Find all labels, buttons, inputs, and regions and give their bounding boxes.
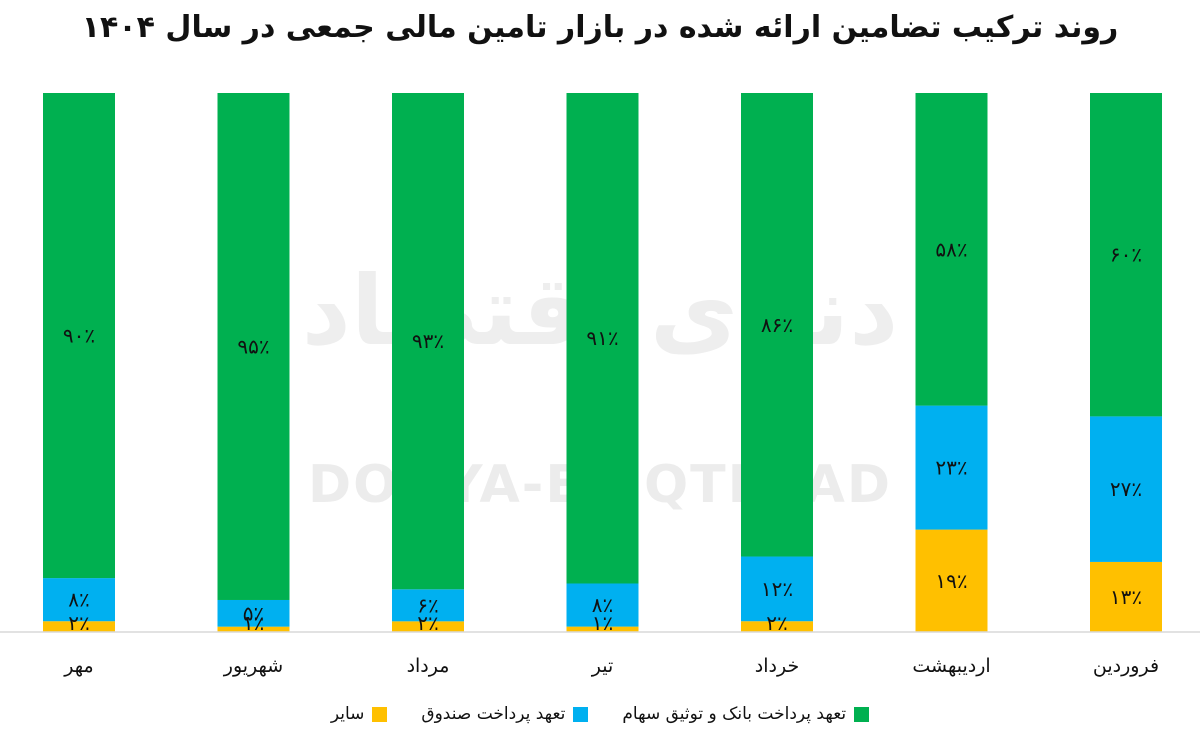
data-label-bank: ۹۱٪	[586, 326, 618, 350]
bar-segment-fund	[566, 583, 639, 627]
bar-segment-bank	[392, 93, 464, 590]
data-label-other: ۱۳٪	[1110, 585, 1142, 609]
category-label: خرداد	[755, 655, 799, 677]
bar-segment-other	[741, 621, 813, 632]
data-label-fund: ۸٪	[68, 588, 89, 612]
legend-label-bank: تعهد پرداخت بانک و توثیق سهام	[622, 704, 847, 724]
data-label-other: ۱٪	[243, 611, 264, 635]
category-label: اردیبهشت	[912, 655, 990, 677]
data-label-fund: ۵٪	[243, 601, 264, 625]
data-label-fund: ۶٪	[417, 593, 438, 617]
category-label: مرداد	[407, 655, 450, 677]
legend-label-other: سایر	[330, 704, 365, 724]
bar-segment-fund	[392, 589, 464, 622]
bar-segment-fund	[741, 556, 813, 622]
bar-segment-other	[43, 621, 115, 632]
bar-segment-other	[392, 621, 464, 632]
data-label-other: ۲٪	[68, 611, 89, 635]
data-label-bank: ۹۰٪	[63, 324, 95, 348]
legend-item-fund: تعهد پرداخت صندوق	[421, 704, 589, 724]
data-label-other: ۲٪	[766, 611, 787, 635]
data-label-bank: ۸۶٪	[761, 313, 793, 337]
bar-segment-bank	[217, 93, 290, 600]
data-label-bank: ۹۳٪	[412, 329, 444, 353]
bar-segment-other	[915, 529, 988, 632]
data-label-bank: ۶۰٪	[1110, 243, 1142, 267]
bar-segment-other	[217, 626, 290, 632]
data-label-fund: ۲۳٪	[935, 456, 967, 480]
bar-segment-fund	[217, 599, 290, 627]
category-label: تیر	[591, 655, 614, 677]
legend-item-bank: تعهد پرداخت بانک و توثیق سهام	[622, 704, 870, 724]
bar-segment-fund	[915, 405, 988, 530]
data-label-fund: ۱۲٪	[761, 577, 793, 601]
data-label-bank: ۹۵٪	[237, 334, 269, 358]
data-label-other: ۲٪	[417, 611, 438, 635]
data-label-other: ۱۹٪	[935, 569, 967, 593]
stacked-bar-chart: ۱۳٪ ۲۷٪ ۶۰٪ فروردین ۱۹٪ ۲۳٪ ۵۸٪ اردیبهشت ۲٪ ۱۲٪ ۸۶…	[0, 93, 1200, 677]
legend-swatch-fund	[573, 706, 589, 722]
bar-segment-bank	[1090, 93, 1162, 417]
bar-segment-fund	[43, 578, 115, 622]
bar-segment-fund	[1090, 416, 1162, 562]
bar-segment-other	[1090, 561, 1162, 632]
bar-segment-bank	[741, 93, 813, 557]
legend-swatch-other	[372, 706, 388, 722]
legend-item-other: سایر	[331, 704, 388, 724]
bar-segment-bank	[566, 93, 639, 584]
bar-segment-other	[566, 626, 639, 632]
data-label-other: ۱٪	[592, 611, 613, 635]
bar-segment-bank	[915, 93, 988, 406]
data-label-fund: ۸٪	[592, 593, 613, 617]
legend: تعهد پرداخت بانک و توثیق سهام تعهد پرداخ…	[0, 704, 1200, 724]
legend-swatch-bank	[854, 706, 870, 722]
data-label-fund: ۲۷٪	[1110, 477, 1142, 501]
category-label: مهر	[63, 655, 93, 677]
category-label: شهریور	[223, 655, 283, 677]
bar-segment-bank	[43, 93, 115, 579]
category-label: فروردین	[1093, 655, 1159, 677]
legend-label-fund: تعهد پرداخت صندوق	[421, 704, 566, 724]
chart-title: روند ترکیب تضامین ارائه شده در بازار تام…	[81, 10, 1119, 45]
data-label-bank: ۵۸٪	[935, 237, 967, 261]
